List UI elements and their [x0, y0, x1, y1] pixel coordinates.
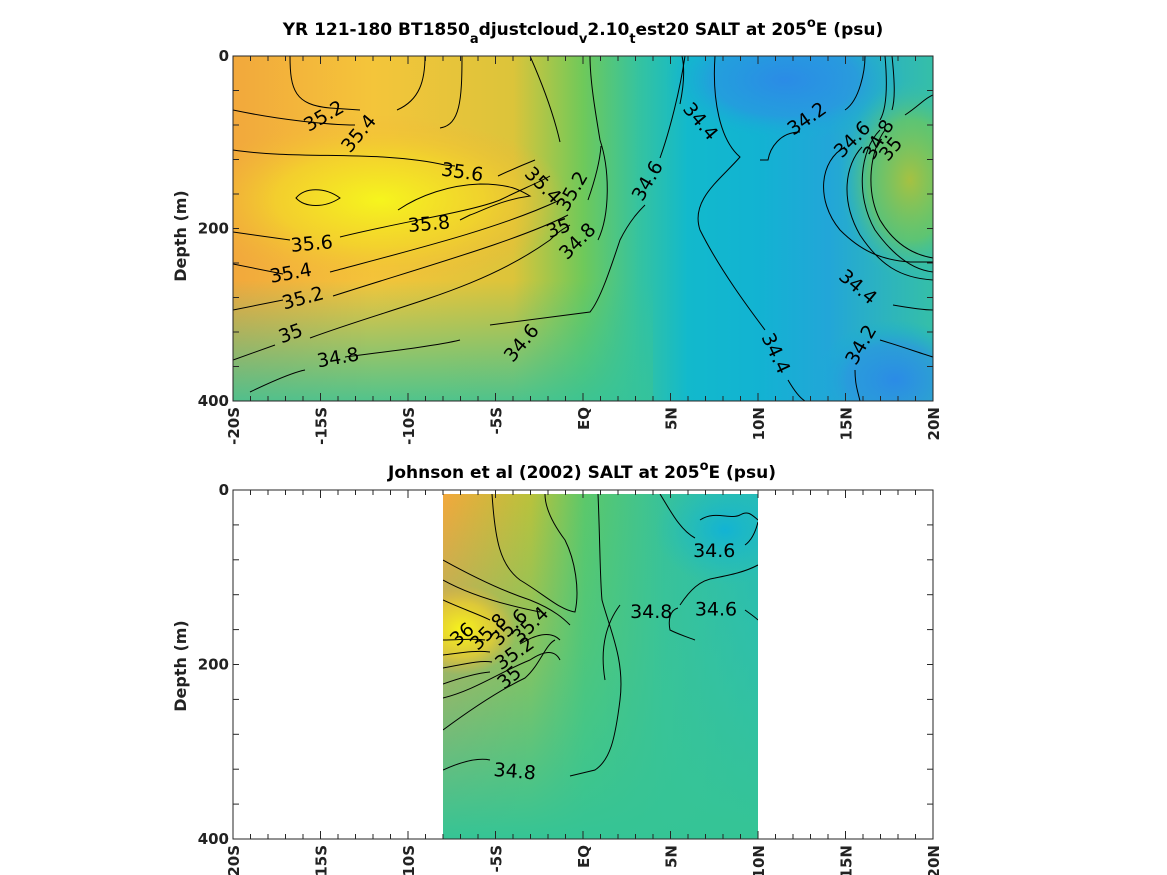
y-tick-label: 200: [198, 220, 229, 238]
y-tick-label: 400: [198, 392, 229, 410]
top-contours: [233, 56, 933, 401]
x-tick-label: -5S: [488, 407, 506, 434]
x-tick-label: EQ: [575, 407, 593, 430]
x-tick-label: -20S: [225, 845, 243, 875]
bottom-contours: [443, 494, 758, 777]
top-axis-ticks: [232, 55, 934, 402]
bottom-x-tick-labels: -20S -15S -10S -5S EQ 5N 10N 15N 20N: [225, 845, 943, 875]
x-tick-label: -20S: [225, 407, 243, 445]
contour-label: 34.8: [630, 601, 672, 623]
x-tick-label: 15N: [838, 407, 856, 440]
x-tick-label: -10S: [400, 407, 418, 445]
contour-label: 35.6: [290, 231, 334, 257]
top-x-tick-labels: -20S -15S -10S -5S EQ 5N 10N 15N 20N: [225, 407, 943, 445]
x-tick-label: 15N: [838, 845, 856, 875]
x-tick-label: 20N: [925, 845, 943, 875]
x-tick-label: 10N: [750, 407, 768, 440]
contour-label: 34.8: [493, 759, 537, 785]
y-tick-label: 0: [219, 481, 229, 499]
y-tick-label: 400: [198, 830, 229, 848]
y-tick-label: 0: [219, 47, 229, 65]
top-y-axis-label: Depth (m): [171, 190, 190, 282]
x-tick-label: -15S: [313, 407, 331, 445]
x-tick-label: 10N: [750, 845, 768, 875]
top-heatmap: 35.235.435.635.835.435.23534.834.635.635…: [233, 56, 933, 401]
bottom-panel: Johnson et al (2002) SALT at 205oE (psu): [171, 459, 943, 875]
bottom-axis-ticks: [232, 489, 934, 840]
x-tick-label: 20N: [925, 407, 943, 440]
y-tick-label: 200: [198, 656, 229, 674]
top-y-tick-labels: 0 200 400: [198, 47, 229, 410]
top-chart-title: YR 121-180 BT1850adjustcloudv2.10test20 …: [282, 16, 883, 47]
x-tick-label: 5N: [663, 407, 681, 430]
x-tick-label: 5N: [663, 845, 681, 868]
bottom-chart-title: Johnson et al (2002) SALT at 205oE (psu): [387, 459, 776, 483]
x-tick-label: EQ: [575, 845, 593, 868]
x-tick-label: -10S: [400, 845, 418, 875]
contour-label: 35.8: [407, 211, 451, 237]
x-tick-label: -15S: [313, 845, 331, 875]
bottom-y-tick-labels: 0 200 400: [198, 481, 229, 848]
contour-label: 34.6: [693, 540, 735, 562]
top-panel: YR 121-180 BT1850adjustcloudv2.10test20 …: [171, 16, 943, 445]
contour-label: 34.6: [695, 599, 737, 621]
x-tick-label: -5S: [488, 845, 506, 872]
bottom-y-axis-label: Depth (m): [171, 620, 190, 712]
